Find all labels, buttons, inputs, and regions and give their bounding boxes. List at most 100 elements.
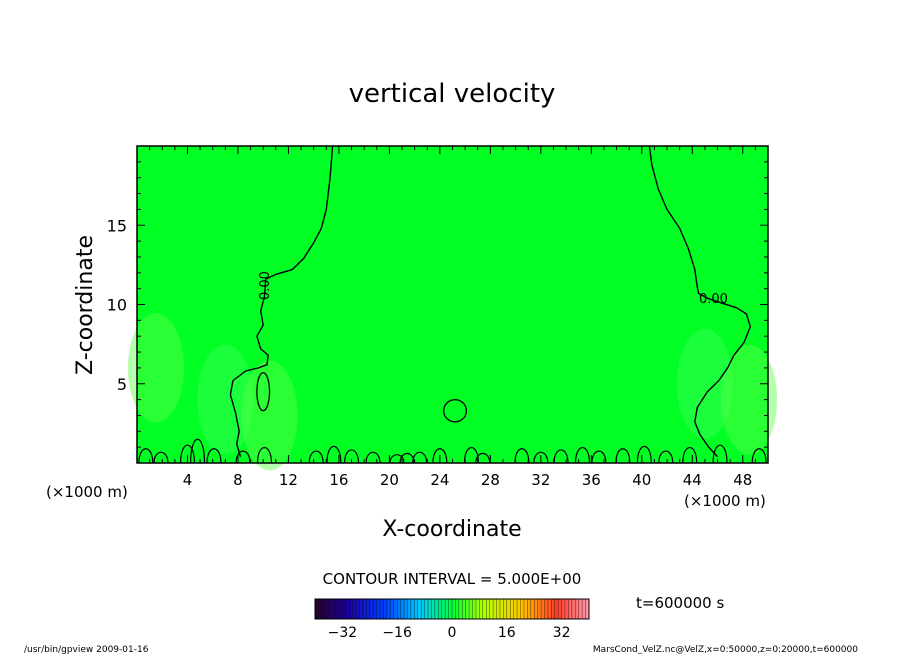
velocity-shading (127, 312, 778, 471)
bottom-contour-bump (343, 449, 360, 464)
bottom-contour-bump (190, 438, 206, 464)
y-tick-label: 5 (117, 375, 127, 394)
shading-patch (127, 312, 184, 423)
shading-patch (676, 328, 733, 439)
colorbar-cell (469, 599, 473, 619)
colorbar-cell (328, 599, 333, 619)
bottom-contour-bump (751, 448, 767, 464)
colorbar-cell (585, 599, 590, 619)
colorbar-cells (314, 599, 590, 619)
colorbar-cell (544, 599, 549, 619)
colorbar-cell (482, 599, 487, 619)
x-tick-label: 48 (733, 471, 752, 489)
bottom-contour-bump (514, 448, 530, 464)
x-axis-unit-left: (×1000 m) (46, 483, 128, 501)
colorbar-tick-label: 32 (553, 625, 571, 641)
colorbar-cell (376, 599, 381, 619)
colorbar-cell (404, 599, 408, 619)
colorbar-cell (424, 599, 429, 619)
colorbar-cell (517, 599, 521, 619)
colorbar-tick-label: 0 (448, 625, 457, 641)
colorbar-cell (321, 599, 326, 619)
colorbar-cell (421, 599, 425, 619)
bottom-contour-bump (412, 451, 428, 464)
x-tick-label: 28 (481, 471, 500, 489)
colorbar-ticks: −32 −16 0 16 32 (328, 625, 571, 641)
bottom-contour-bump (256, 446, 273, 464)
colorbar-cell (530, 599, 535, 619)
bottom-contour-bump (553, 449, 569, 464)
colorbar-cell (520, 599, 525, 619)
bottom-contour-bump (682, 446, 698, 464)
colorbar-cell (414, 599, 418, 619)
colorbar-cell (465, 599, 470, 619)
colorbar-cell (318, 599, 323, 619)
colorbar-cell (352, 599, 357, 619)
colorbar-cell (383, 599, 388, 619)
y-axis-ticks: 5 10 15 (107, 161, 768, 448)
bottom-contour-bump (432, 448, 448, 464)
bottom-contour-bump (389, 454, 405, 464)
colorbar-tick-label: −16 (382, 625, 412, 641)
colorbar-cell (400, 599, 405, 619)
y-tick-label: 15 (107, 216, 127, 235)
colorbar-cell (407, 599, 412, 619)
colorbar-cell (496, 599, 501, 619)
colorbar: −32 −16 0 16 32 (314, 598, 590, 641)
colorbar-cell (486, 599, 490, 619)
x-tick-label: 24 (430, 471, 449, 489)
shading-patch (721, 344, 778, 455)
colorbar-cell (513, 599, 518, 619)
x-axis-label: X-coordinate (382, 517, 521, 542)
colorbar-cell (356, 599, 360, 619)
colorbar-cell (537, 599, 542, 619)
contour-label-left: 0.00 (258, 271, 273, 300)
colorbar-cell (547, 599, 552, 619)
colorbar-cell (571, 599, 576, 619)
footer-left: /usr/bin/gpview 2009-01-16 (24, 645, 149, 654)
colorbar-cell (558, 599, 562, 619)
bottom-contour-bump (533, 451, 549, 464)
colorbar-cell (493, 599, 497, 619)
contour-label-right: 0.00 (699, 292, 728, 307)
colorbar-cell (390, 599, 394, 619)
bottom-contour-bump (591, 450, 607, 464)
colorbar-cell (462, 599, 466, 619)
colorbar-cell (393, 599, 398, 619)
x-tick-label: 40 (632, 471, 651, 489)
colorbar-tick-label: 16 (498, 625, 516, 641)
bottom-contour-bump (615, 448, 631, 464)
zero-contour-line (229, 145, 334, 457)
bottom-contour-bump (179, 444, 196, 464)
y-axis-label: Z-coordinate (73, 235, 98, 375)
bottom-contour-bump (399, 452, 415, 464)
bottom-contour-bump (326, 445, 342, 464)
colorbar-cell (489, 599, 494, 619)
colorbar-cell (369, 599, 374, 619)
x-tick-label: 36 (582, 471, 601, 489)
plot-area: 0.00 0.00 (127, 145, 778, 471)
bottom-contour-bump (206, 448, 222, 464)
time-label: t=600000 s (636, 594, 724, 612)
colorbar-cell (359, 599, 364, 619)
bottom-contour-bump (308, 450, 324, 464)
colorbar-cell (410, 599, 415, 619)
colorbar-cell (523, 599, 528, 619)
colorbar-cell (499, 599, 504, 619)
x-tick-label: 12 (279, 471, 298, 489)
colorbar-tick-label: −32 (328, 625, 358, 641)
colorbar-cell (362, 599, 367, 619)
colorbar-cell (503, 599, 507, 619)
bottom-contour-bump (658, 450, 674, 464)
bottom-contour-bump (463, 446, 479, 464)
colorbar-cell (527, 599, 531, 619)
colorbar-cell (565, 599, 569, 619)
isolated-contour (443, 398, 468, 423)
x-tick-label: 8 (233, 471, 243, 489)
shading-patch (241, 360, 298, 471)
x-tick-label: 16 (329, 471, 348, 489)
colorbar-cell (386, 599, 391, 619)
colorbar-cell (541, 599, 545, 619)
colorbar-cell (554, 599, 559, 619)
zero-contour-line (648, 145, 752, 458)
